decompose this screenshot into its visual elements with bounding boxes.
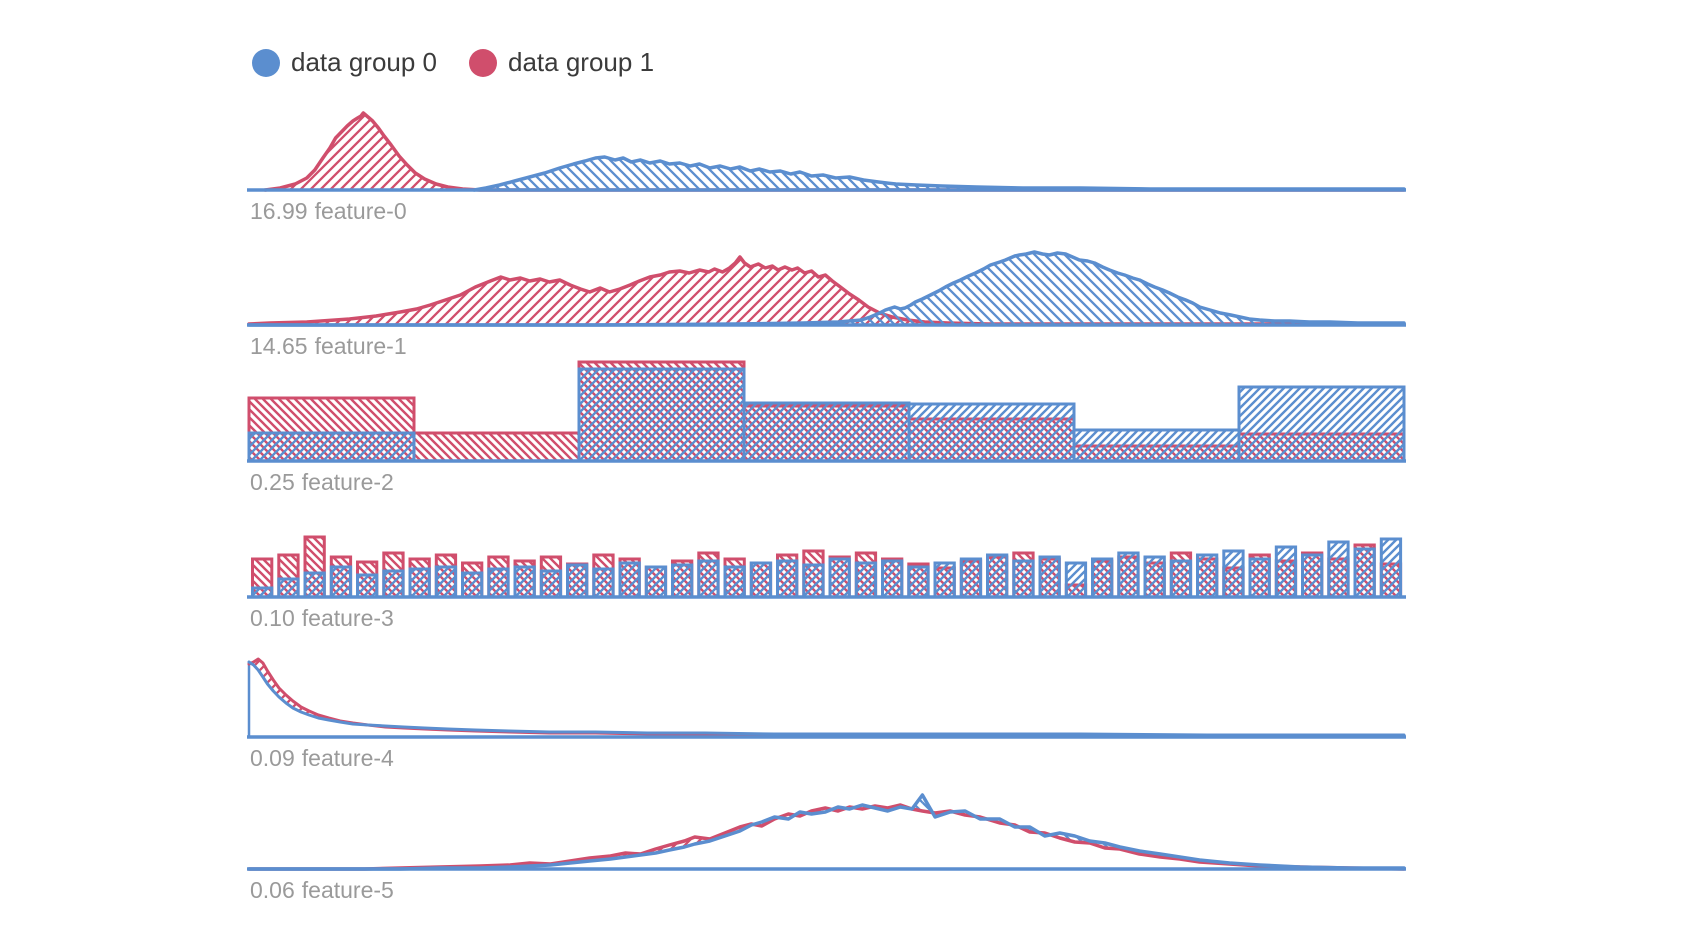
feature-label-0: 16.99 feature-0 xyxy=(250,198,407,225)
feature-name: feature-4 xyxy=(301,745,394,771)
feature-label-3: 0.10 feature-3 xyxy=(250,605,394,632)
feature-value: 0.10 xyxy=(250,605,295,631)
feature-value: 0.25 xyxy=(250,469,295,495)
feature-name: feature-5 xyxy=(301,877,394,903)
feature-value: 16.99 xyxy=(250,198,308,224)
feature-label-1: 14.65 feature-1 xyxy=(250,333,407,360)
feature-label-5: 0.06 feature-5 xyxy=(250,877,394,904)
legend-label-group-0: data group 0 xyxy=(291,47,438,77)
legend: data group 0 data group 1 xyxy=(252,47,654,78)
feature-name: feature-3 xyxy=(301,605,394,631)
feature-name: feature-1 xyxy=(314,333,407,359)
feature-label-2: 0.25 feature-2 xyxy=(250,469,394,496)
feature-value: 14.65 xyxy=(250,333,308,359)
feature-value: 0.06 xyxy=(250,877,295,903)
legend-label-group-1: data group 1 xyxy=(508,47,655,77)
feature-name: feature-2 xyxy=(301,469,394,495)
legend-item-group-1[interactable]: data group 1 xyxy=(469,47,654,78)
feature-name: feature-0 xyxy=(314,198,407,224)
group-0-swatch-icon xyxy=(252,48,280,77)
legend-item-group-0[interactable]: data group 0 xyxy=(252,47,437,78)
feature-label-4: 0.09 feature-4 xyxy=(250,745,394,772)
feature-value: 0.09 xyxy=(250,745,295,771)
group-1-swatch-icon xyxy=(469,48,498,77)
